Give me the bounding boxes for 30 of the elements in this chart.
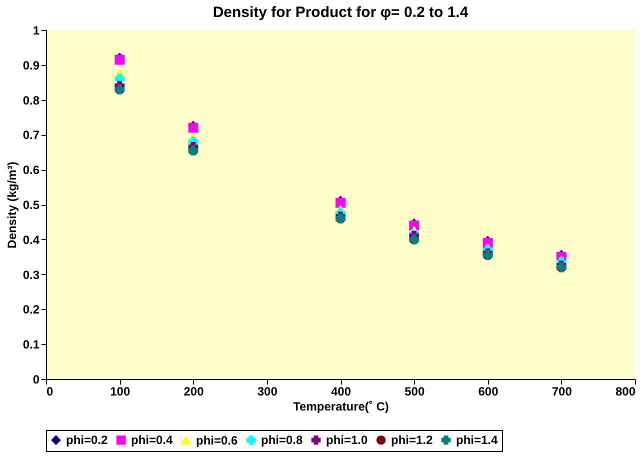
y-tick-label: 0.4 xyxy=(22,232,40,247)
x-tick-label: 800 xyxy=(615,384,636,398)
x-tick-label: 300 xyxy=(257,384,278,398)
y-tick-label: 0.5 xyxy=(22,198,40,212)
x-axis-title: Temperature(˚ C) xyxy=(293,400,389,414)
legend-label: phi=0.6 xyxy=(196,433,238,448)
y-tick-label: 0.8 xyxy=(22,93,40,108)
y-tick-label: 1 xyxy=(32,24,40,38)
legend-label: phi=0.4 xyxy=(131,433,174,448)
legend-label: phi=0.2 xyxy=(66,433,108,448)
y-tick-label: 0.1 xyxy=(22,338,40,352)
y-tick-label: 0.9 xyxy=(22,58,40,72)
y-tick-label: 0.6 xyxy=(22,163,40,178)
y-axis-title: Density (kg/m³) xyxy=(4,162,19,248)
x-tick-label: 400 xyxy=(330,384,352,398)
legend-label: phi=1.0 xyxy=(326,433,368,448)
x-tick-label: 0 xyxy=(46,384,54,398)
y-tick-label: 0.3 xyxy=(22,268,40,282)
x-tick-label: 700 xyxy=(552,384,572,398)
legend-label: phi=1.4 xyxy=(456,433,498,448)
x-tick-label: 500 xyxy=(404,384,425,398)
chart-title: Density for Product for φ= 0.2 to 1.4 xyxy=(212,4,469,21)
y-tick-label: 0 xyxy=(32,372,40,386)
legend-label: phi=0.8 xyxy=(261,433,304,448)
x-tick-label: 200 xyxy=(184,384,204,398)
x-tick-label: 100 xyxy=(110,384,130,398)
x-tick-label: 600 xyxy=(478,384,499,398)
legend-label: phi=1.2 xyxy=(391,433,434,448)
y-tick-label: 0.2 xyxy=(22,302,40,317)
y-tick-label: 0.7 xyxy=(22,128,40,142)
